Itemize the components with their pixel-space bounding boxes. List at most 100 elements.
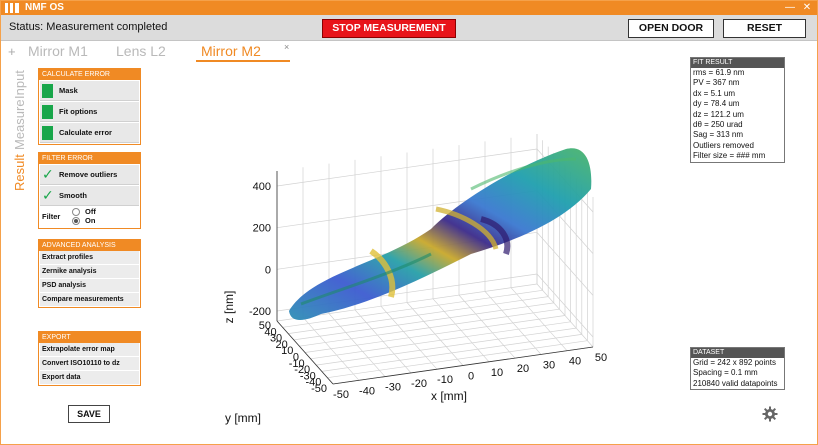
x-axis-line [332,346,594,385]
x-tick-label: 30 [543,359,555,371]
x-tick-label: -30 [385,382,401,394]
add-tab-button[interactable]: + [8,44,16,59]
reset-button[interactable]: RESET [723,19,806,38]
remove-outliers-button[interactable]: ✓ Remove outliers [40,165,139,185]
grid-line [327,340,588,379]
grid-line [310,321,571,360]
y-tick-label: -30 [300,370,316,382]
filter-error-panel: FILTER ERROR ✓ Remove outliers ✓ Smooth Fi… [38,152,141,229]
plot-axes [276,171,594,385]
tab-mirror-m1[interactable]: Mirror M1 [28,43,88,59]
x-tick-label: 10 [491,367,503,379]
fit-pv: PV = 367 nm [693,78,740,88]
mask-label: Mask [59,86,78,95]
fit-dx: dx = 5.1 um [693,88,736,98]
smooth-label: Smooth [59,191,87,200]
y-tick-label: 10 [281,345,293,357]
filter-label: Filter [42,212,61,221]
title-bar: NMF OS — ✕ [1,1,817,15]
open-door-button[interactable]: OPEN DOOR [628,19,714,38]
active-tab-indicator [196,60,290,62]
calculate-error-panel: CALCULATE ERROR Mask Fit options Calcula… [38,68,141,145]
status-indicator [42,84,53,98]
z-tick-labels: 400 200 0 -200 [249,181,271,318]
calculate-error-button[interactable]: Calculate error [40,123,139,143]
grid-line [276,148,538,187]
filter-on-radio[interactable] [72,217,80,225]
status-text: Status: Measurement completed [9,21,168,33]
calculate-error-header: CALCULATE ERROR [39,69,140,80]
save-button[interactable]: SAVE [68,405,110,423]
smooth-button[interactable]: ✓ Smooth [40,186,139,206]
y-tick-label: -20 [294,364,310,376]
filter-radio-group: Filter Off On [39,206,140,228]
advanced-analysis-panel: ADVANCED ANALYSIS Extract profiles Zerni… [38,239,141,308]
z-tick-label: 400 [253,181,271,193]
convert-iso10110-button[interactable]: Convert ISO10110 to dz [40,357,139,371]
close-tab-icon[interactable]: × [284,42,290,52]
close-window-button[interactable]: ✕ [802,2,812,13]
remove-outliers-label: Remove outliers [59,170,118,179]
fit-dz: dz = 121.2 um [693,109,744,119]
y-tick-label: 40 [264,326,276,338]
x-tick-label: -10 [437,374,453,386]
y-tick-label: 20 [276,339,288,351]
z-axis-label: z [nm] [222,291,236,324]
grid-line [293,302,554,341]
check-icon: ✓ [42,187,54,203]
x-tick-label: -50 [333,389,349,401]
export-data-button[interactable]: Export data [40,371,139,385]
export-header: EXPORT [39,332,140,343]
stop-measurement-button[interactable]: STOP MEASUREMENT [322,19,456,38]
fit-result-header: FIT RESULT [691,58,784,68]
check-icon: ✓ [42,166,54,182]
fit-options-label: Fit options [59,107,98,116]
filter-error-header: FILTER ERROR [39,153,140,164]
fit-dy: dy = 78.4 um [693,99,740,109]
app-title: NMF OS [25,2,64,13]
filter-on-label: On [85,216,96,225]
y-tick-label: 50 [259,320,271,332]
side-tab-input[interactable]: Input [12,70,27,99]
grid-line [288,296,549,334]
grid-line [316,327,577,366]
filter-off-label: Off [85,207,96,216]
mask-button[interactable]: Mask [40,81,139,101]
dataset-spacing: Spacing = 0.1 mm [693,368,758,378]
psd-analysis-button[interactable]: PSD analysis [40,279,139,293]
fit-filter-size: Filter size = ### mm [693,151,766,161]
tab-lens-l2[interactable]: Lens L2 [116,43,166,59]
grid-line [321,334,582,372]
fit-outliers: Outliers removed [693,140,754,150]
zernike-analysis-button[interactable]: Zernike analysis [40,265,139,279]
fit-dtheta: dθ = 250 urad [693,120,743,130]
side-tab-measure[interactable]: Measure [12,99,27,150]
nmf-logo-icon [5,3,19,13]
dataset-header: DATASET [691,348,784,358]
x-tick-label: 50 [595,352,607,364]
grid-line [276,283,538,322]
side-tab-result[interactable]: Result [12,154,27,191]
filter-off-radio[interactable] [72,208,80,216]
fit-result-box: FIT RESULT rms = 61.9 nm PV = 367 nm dx … [690,57,785,163]
tab-mirror-m2[interactable]: Mirror M2 [201,43,261,59]
advanced-analysis-header: ADVANCED ANALYSIS [39,240,140,251]
y-tick-label: 0 [293,352,299,364]
extract-profiles-button[interactable]: Extract profiles [40,251,139,265]
export-panel: EXPORT Extrapolate error map Convert ISO… [38,331,141,386]
status-indicator [42,105,53,119]
gear-icon[interactable] [762,406,778,422]
grid-line [299,308,560,347]
compare-measurements-button[interactable]: Compare measurements [40,293,139,307]
z-tick-label: 0 [265,264,271,276]
dataset-valid-points: 210840 valid datapoints [693,378,778,388]
minimize-button[interactable]: — [785,2,795,13]
y-tick-label: 30 [270,333,282,345]
fit-options-button[interactable]: Fit options [40,102,139,122]
extrapolate-error-map-button[interactable]: Extrapolate error map [40,343,139,357]
x-tick-label: -20 [411,378,427,390]
y-tick-label: -50 [311,383,327,395]
